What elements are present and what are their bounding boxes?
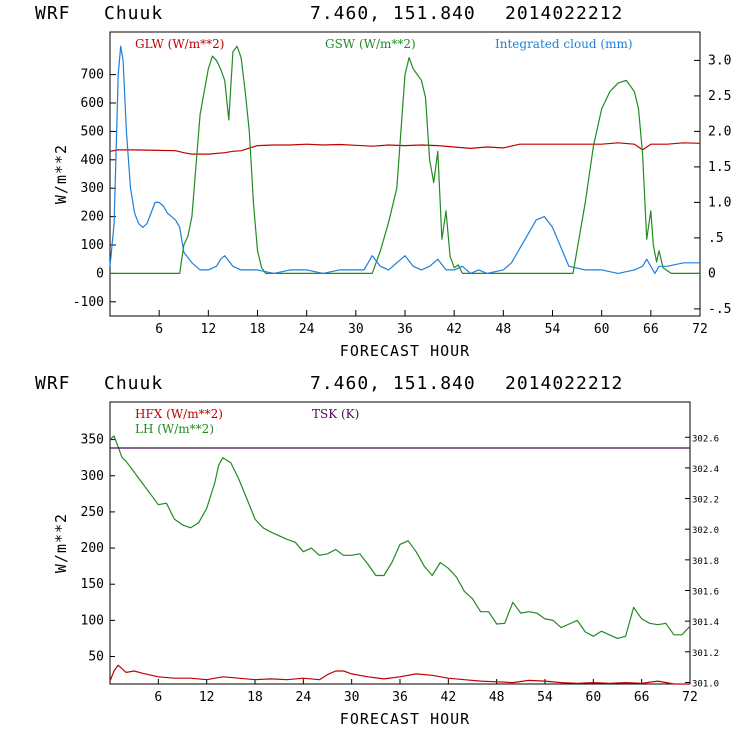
x-tick-label: 66 [634, 690, 650, 705]
y2-tick-label: 1.0 [708, 195, 731, 210]
legend-gsw: GSW (W/m**2) [325, 37, 416, 51]
gsw-line [110, 45, 700, 274]
y-tick-label: 700 [81, 68, 104, 83]
y2-tick-label: 302.0 [692, 526, 719, 536]
x-tick-label: 12 [199, 690, 215, 705]
x-tick-label: 24 [296, 690, 312, 705]
x-tick-label: 18 [250, 322, 266, 337]
y-tick-label: 150 [81, 577, 104, 592]
header-station: Chuuk [104, 3, 163, 24]
legend-lh: LH (W/m**2) [135, 422, 214, 436]
plot-frame [109, 401, 691, 685]
header-model: WRF [35, 373, 71, 394]
series-lines [109, 435, 691, 685]
panel-1-header: WRF Chuuk 7.460, 151.840 2014022212 [35, 3, 623, 24]
y2-tick-label: 301.0 [692, 679, 719, 689]
y-tick-label: 250 [81, 505, 104, 520]
y2-tick-label: -.5 [708, 302, 731, 317]
y2-tick-label: 3.0 [708, 53, 731, 68]
y2-tick-label: 302.4 [692, 465, 719, 475]
x-tick-label: 60 [594, 322, 610, 337]
y-tick-label: 300 [81, 469, 104, 484]
y-tick-label: 500 [81, 124, 104, 139]
y-tick-label: 200 [81, 541, 104, 556]
panel-2: WRF Chuuk 7.460, 151.840 2014022212 50 10… [35, 373, 719, 728]
y-tick-label: 100 [81, 613, 104, 628]
y-axis-label: W/m**2 [52, 513, 70, 573]
y2-tick-label: 301.4 [692, 618, 719, 628]
x-tick-label: 36 [392, 690, 408, 705]
header-coords: 7.460, 151.840 [310, 373, 476, 394]
y-tick-label: 0 [96, 266, 104, 281]
hfx-line [109, 664, 690, 685]
x-tick-label: 18 [247, 690, 263, 705]
right-axis-ticks: 301.0 301.2 301.4 301.6 301.8 302.0 302.2 302.4… [685, 434, 719, 689]
y-tick-label: 200 [81, 210, 104, 225]
y-tick-label: 50 [88, 650, 104, 665]
x-tick-label: 48 [489, 690, 505, 705]
y2-tick-label: 302.6 [692, 434, 719, 444]
x-tick-label: 42 [441, 690, 457, 705]
y2-tick-label: 301.6 [692, 588, 719, 598]
bottom-axis-ticks: 6 12 18 24 30 36 42 48 54 60 66 72 [154, 679, 698, 705]
x-tick-label: 30 [348, 322, 364, 337]
x-tick-label: 30 [344, 690, 360, 705]
lh-line [109, 435, 691, 640]
y2-tick-label: 0 [708, 266, 716, 281]
x-tick-label: 72 [682, 690, 698, 705]
y-axis-label: W/m**2 [52, 144, 70, 204]
x-tick-label: 48 [496, 322, 512, 337]
legend-glw: GLW (W/m**2) [135, 37, 224, 51]
y-tick-label: 350 [81, 433, 104, 448]
x-tick-label: 72 [692, 322, 708, 337]
y-tick-label: -100 [73, 295, 104, 310]
x-tick-label: 24 [299, 322, 315, 337]
legend: HFX (W/m**2) LH (W/m**2) TSK (K) [135, 407, 359, 436]
legend-cloud: Integrated cloud (mm) [495, 37, 633, 51]
legend-hfx: HFX (W/m**2) [135, 407, 223, 421]
y-tick-label: 100 [81, 238, 104, 253]
y2-tick-label: 2.0 [708, 124, 731, 139]
right-axis-ticks: -.5 0 .5 1.0 1.5 2.0 2.5 3.0 [694, 53, 731, 317]
y-tick-label: 300 [81, 181, 104, 196]
y-tick-label: 400 [81, 153, 104, 168]
x-tick-label: 60 [586, 690, 602, 705]
x-tick-label: 12 [201, 322, 217, 337]
legend-tsk: TSK (K) [312, 407, 359, 421]
x-axis-label: FORECAST HOUR [340, 342, 470, 360]
x-tick-label: 6 [154, 690, 162, 705]
panel-2-header: WRF Chuuk 7.460, 151.840 2014022212 [35, 373, 623, 394]
header-coords: 7.460, 151.840 [310, 3, 476, 24]
header-init-time: 2014022212 [505, 3, 623, 24]
panel-1: WRF Chuuk 7.460, 151.840 2014022212 -100… [35, 3, 731, 360]
y2-tick-label: 302.2 [692, 496, 719, 506]
integrated-line [109, 45, 700, 274]
y2-tick-label: 1.5 [708, 160, 731, 175]
header-init-time: 2014022212 [505, 373, 623, 394]
series-lines [109, 45, 701, 274]
x-tick-label: 66 [643, 322, 659, 337]
header-model: WRF [35, 3, 71, 24]
x-tick-label: 42 [446, 322, 462, 337]
left-axis-ticks: -100 0 100 200 300 400 500 600 700 [73, 68, 116, 310]
x-axis-label: FORECAST HOUR [340, 710, 470, 728]
x-tick-label: 36 [397, 322, 413, 337]
x-tick-label: 54 [545, 322, 561, 337]
bottom-axis-ticks: 6 12 18 24 30 36 42 48 54 60 66 72 [155, 310, 708, 337]
y2-tick-label: 301.2 [692, 649, 719, 659]
y2-tick-label: 2.5 [708, 89, 731, 104]
left-axis-ticks: 50 100 150 200 250 300 350 [81, 433, 115, 665]
header-station: Chuuk [104, 373, 163, 394]
y2-tick-label: 301.8 [692, 557, 719, 567]
glw-line [109, 142, 701, 155]
x-tick-label: 54 [537, 690, 553, 705]
legend: GLW (W/m**2) GSW (W/m**2) Integrated clo… [135, 37, 633, 51]
y-tick-label: 600 [81, 96, 104, 111]
x-tick-label: 6 [155, 322, 163, 337]
y2-tick-label: .5 [708, 231, 724, 246]
